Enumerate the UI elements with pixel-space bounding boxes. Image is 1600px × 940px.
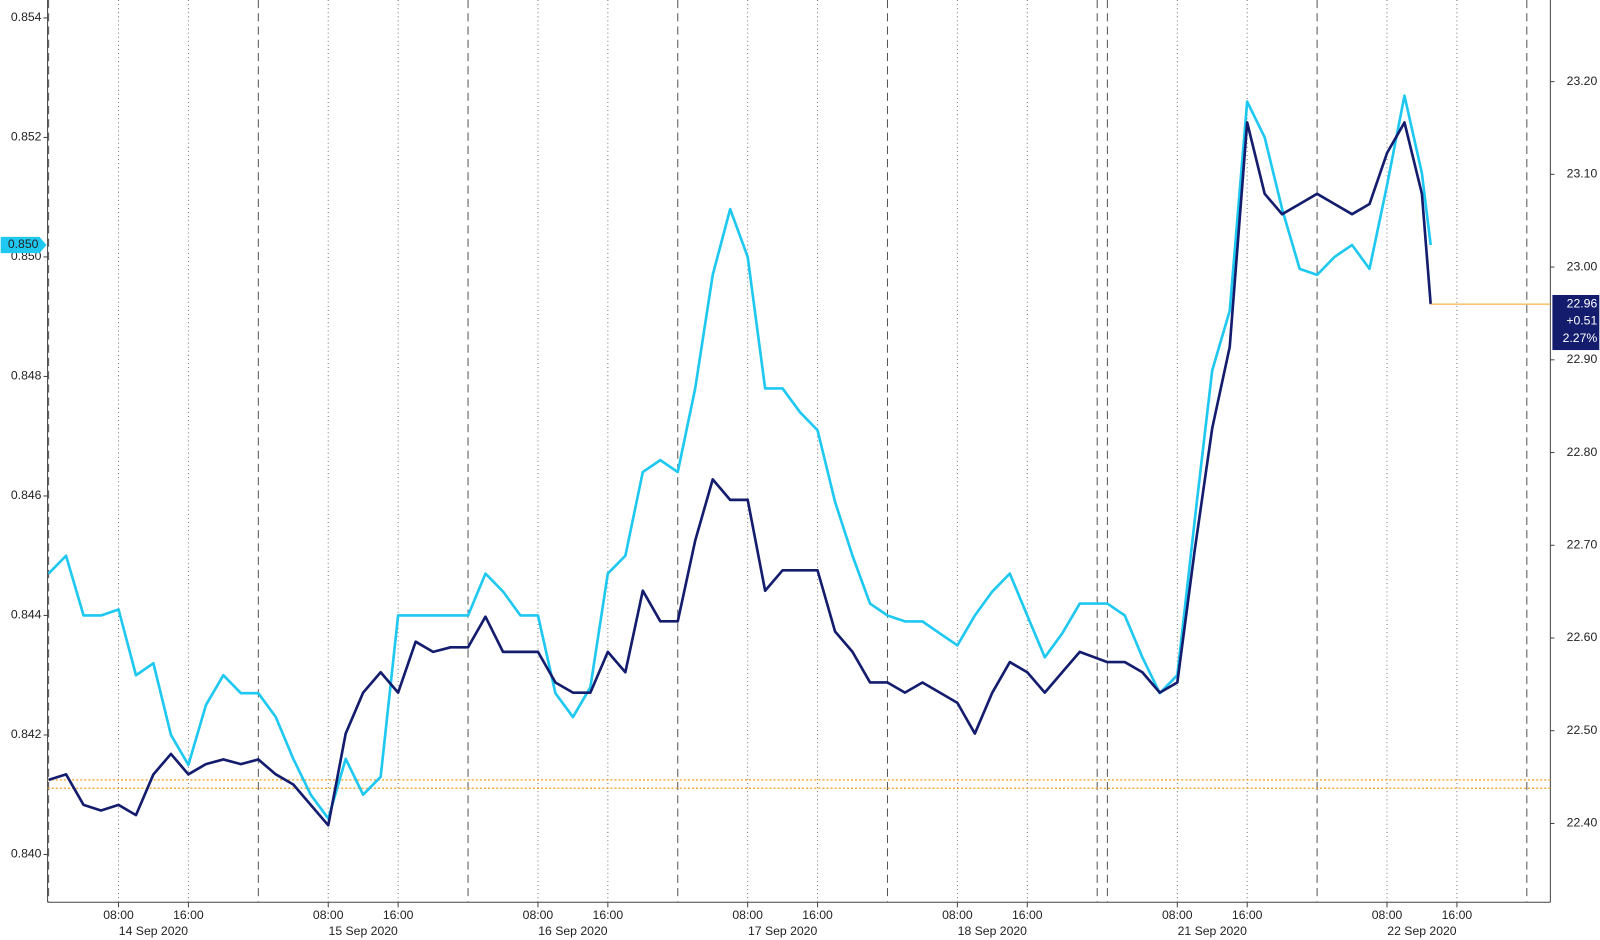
x-tick-label: 16:00 <box>802 908 833 922</box>
x-tick-label: 08:00 <box>103 908 134 922</box>
y2-tick-label: 22.70 <box>1567 537 1598 551</box>
y2-tick-label: 23.10 <box>1567 167 1598 181</box>
y-tick-label: 0.844 <box>11 608 42 622</box>
x-tick-label: 16:00 <box>173 908 204 922</box>
y2-tick-label: 23.00 <box>1567 259 1598 273</box>
y2-tick-label: 22.40 <box>1567 816 1598 830</box>
y-tick-label: 0.854 <box>11 10 42 24</box>
date-label: 14 Sep 2020 <box>119 924 189 938</box>
last-value-label: 2.27% <box>1563 331 1598 345</box>
x-tick-label: 08:00 <box>942 908 973 922</box>
x-tick-label: 16:00 <box>593 908 624 922</box>
last-value-label: 0.850 <box>8 237 39 251</box>
date-label: 15 Sep 2020 <box>329 924 399 938</box>
x-tick-label: 08:00 <box>313 908 344 922</box>
last-value-box <box>0 236 47 254</box>
last-value-label: +0.51 <box>1566 314 1597 328</box>
x-tick-label: 16:00 <box>1442 908 1473 922</box>
date-label: 17 Sep 2020 <box>748 924 818 938</box>
x-tick-label: 08:00 <box>1162 908 1193 922</box>
y-tick-label: 0.840 <box>11 847 42 861</box>
x-tick-label: 08:00 <box>732 908 763 922</box>
x-tick-label: 08:00 <box>523 908 554 922</box>
x-tick-label: 16:00 <box>383 908 414 922</box>
series-line <box>48 121 1432 827</box>
series-line <box>47 94 1432 820</box>
y-tick-label: 0.852 <box>11 130 42 144</box>
y2-tick-label: 22.80 <box>1567 445 1598 459</box>
date-label: 22 Sep 2020 <box>1387 924 1457 938</box>
x-tick-label: 08:00 <box>1372 908 1403 922</box>
y2-tick-label: 22.60 <box>1567 630 1598 644</box>
y-tick-label: 0.848 <box>11 369 42 383</box>
last-value-label: 22.96 <box>1567 296 1598 310</box>
y2-tick-label: 22.90 <box>1567 352 1598 366</box>
y-tick-label: 0.846 <box>11 488 42 502</box>
date-label: 18 Sep 2020 <box>958 924 1028 938</box>
x-tick-label: 16:00 <box>1012 908 1043 922</box>
date-label: 16 Sep 2020 <box>538 924 608 938</box>
y2-tick-label: 23.20 <box>1567 74 1598 88</box>
y-tick-label: 0.842 <box>11 727 42 741</box>
date-label: 21 Sep 2020 <box>1178 924 1248 938</box>
last-value-box <box>1552 294 1600 351</box>
x-tick-label: 16:00 <box>1232 908 1263 922</box>
y2-tick-label: 22.50 <box>1567 723 1598 737</box>
